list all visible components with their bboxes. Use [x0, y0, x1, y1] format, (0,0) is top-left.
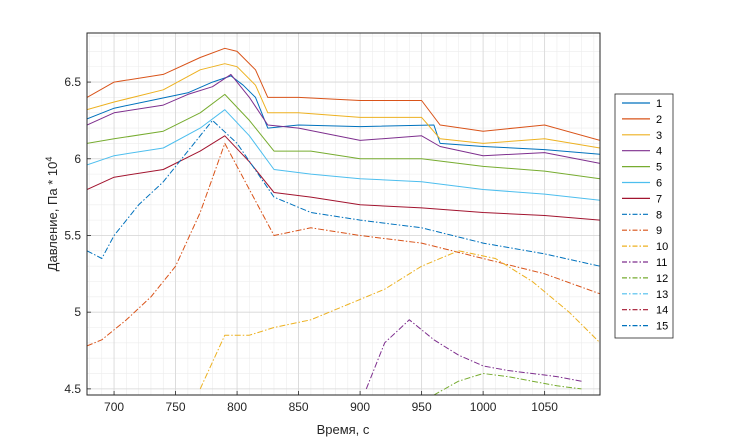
plot-area — [87, 47, 600, 395]
series-line-9 — [87, 142, 600, 347]
series-layer — [87, 47, 600, 395]
legend-label-14: 14 — [656, 305, 668, 317]
y-axis-label-exponent: 4 — [44, 157, 54, 162]
series-line-5 — [87, 93, 600, 180]
legend-label-12: 12 — [656, 273, 668, 285]
legend-label-2: 2 — [656, 114, 662, 126]
y-tick-label: 6 — [74, 152, 81, 166]
y-tick-label: 5.5 — [64, 228, 81, 242]
x-axis-ticks: 700 750 800 850 900 950 1000 1050 — [104, 391, 558, 414]
legend-label-7: 7 — [656, 193, 662, 205]
y-tick-label: 5 — [74, 305, 81, 319]
x-tick-label: 950 — [412, 400, 432, 414]
y-axis-label-main: Давление, Па * 10 — [45, 162, 60, 272]
x-tick-label: 750 — [166, 400, 186, 414]
legend-label-11: 11 — [656, 257, 667, 269]
x-tick-label: 900 — [350, 400, 370, 414]
x-tick-label: 1000 — [470, 400, 497, 414]
legend-label-10: 10 — [656, 241, 668, 253]
axes-box — [86, 32, 601, 396]
x-tick-label: 1050 — [531, 400, 558, 414]
legend-label-5: 5 — [656, 162, 662, 174]
x-tick-label: 800 — [227, 400, 247, 414]
legend-label-9: 9 — [656, 225, 662, 237]
series-line-10 — [199, 250, 600, 390]
legend-label-4: 4 — [656, 146, 662, 158]
series-line-12 — [433, 373, 582, 395]
legend-label-1: 1 — [656, 98, 662, 110]
y-axis-label: Давление, Па * 104 — [44, 157, 60, 272]
x-tick-label: 700 — [104, 400, 124, 414]
series-line-1 — [87, 75, 600, 155]
x-axis-label: Время, с — [317, 422, 370, 437]
legend-box — [614, 93, 674, 339]
legend-label-6: 6 — [656, 178, 662, 190]
legend-label-13: 13 — [656, 289, 668, 301]
series-line-6 — [87, 109, 600, 201]
series-line-8 — [87, 119, 600, 267]
series-line-2 — [87, 47, 600, 141]
legend-label-8: 8 — [656, 209, 662, 221]
series-line-11 — [365, 319, 582, 390]
legend-label-15: 15 — [656, 321, 668, 333]
series-line-4 — [87, 73, 600, 164]
x-tick-label: 850 — [289, 400, 309, 414]
legend-label-3: 3 — [656, 130, 662, 142]
y-tick-label: 6.5 — [64, 75, 81, 89]
y-tick-label: 4.5 — [64, 382, 81, 396]
series-line-3 — [87, 63, 600, 149]
series-line-7 — [87, 135, 600, 221]
major-grid — [87, 33, 600, 395]
y-axis-ticks: 4.5 5 5.5 6 6.5 — [64, 75, 91, 396]
